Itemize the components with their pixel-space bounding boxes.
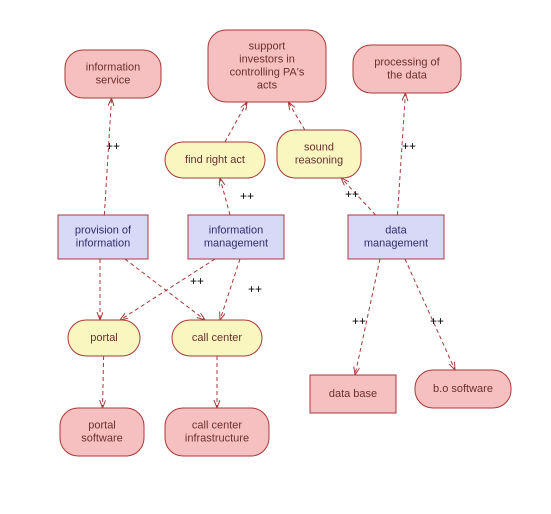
edge-label: ++ [240,189,254,203]
edge [225,102,247,142]
edge [104,98,111,215]
node-label: call center [192,332,242,344]
edge-label: ++ [190,274,204,288]
node-label: infrastructure [185,432,249,444]
node-sound_reason: soundreasoning [277,130,361,178]
node-database: data base [310,375,396,413]
node-label: information [76,237,130,249]
edge [125,259,205,320]
node-portal_sw: portalsoftware [60,408,144,456]
node-label: b.o software [433,383,493,395]
node-prov_info: provision ofinformation [58,215,148,259]
edge-label: ++ [352,314,366,328]
node-label: software [81,432,123,444]
nodes-group: informationservicesupportinvestors incon… [58,30,511,456]
node-label: information [86,61,140,73]
edge [220,178,230,215]
node-bo_sw: b.o software [415,370,511,408]
node-portal: portal [68,320,140,356]
node-label: processing of [374,56,440,68]
node-label: data [385,224,407,236]
node-label: service [96,74,131,86]
node-label: sound [304,141,334,153]
edge-label: ++ [430,314,444,328]
node-label: acts [257,79,278,91]
node-label: reasoning [295,154,343,166]
edge [103,356,104,408]
node-label: portal [88,419,116,431]
node-label: portal [90,332,118,344]
edge-label: ++ [345,187,359,201]
node-label: the data [387,69,428,81]
node-cc_infra: call centerinfrastructure [165,408,269,456]
edge-label: ++ [106,139,120,153]
node-label: provision of [75,224,132,236]
node-label: controlling PA's [230,66,305,78]
node-find_act: find right act [165,142,265,178]
edge [120,259,215,320]
node-label: investors in [239,53,295,65]
node-label: support [249,40,286,52]
edge [288,102,305,130]
edge-label: ++ [248,282,262,296]
node-support_inv: supportinvestors incontrolling PA'sacts [208,30,326,102]
node-info_mgmt: informationmanagement [188,215,284,259]
node-info_service: informationservice [65,50,161,98]
node-processing: processing ofthe data [353,45,461,93]
node-data_mgmt: datamanagement [348,215,444,259]
node-label: data base [329,388,377,400]
node-label: call center [192,419,242,431]
edge-label: ++ [402,139,416,153]
edge [397,93,405,215]
node-call_center: call center [172,320,262,356]
node-label: find right act [185,154,245,166]
edge [220,259,240,320]
node-label: management [204,237,268,249]
node-label: management [364,237,428,249]
diagram-canvas: ++++++++++++++++informationservicesuppor… [0,0,551,514]
node-label: information [209,224,263,236]
